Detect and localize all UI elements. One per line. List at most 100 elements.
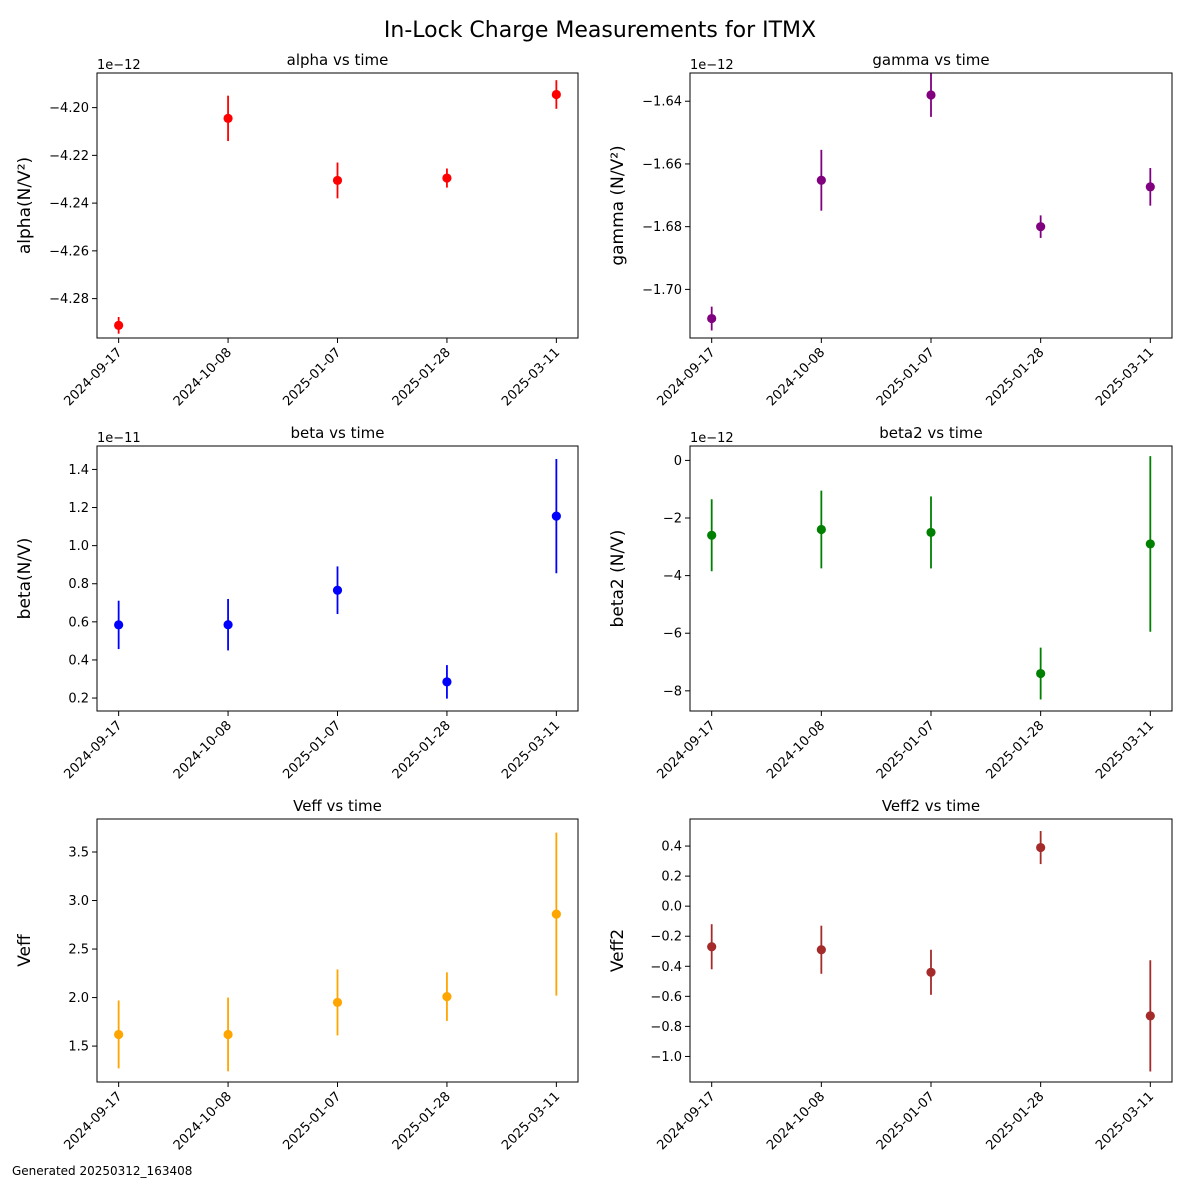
y-tick-label: −4.24 (49, 197, 89, 212)
x-tick-label: 2024-09-17 (654, 345, 718, 409)
data-point (707, 313, 717, 324)
data-point (551, 511, 561, 521)
data-point (1145, 539, 1155, 549)
x-tick-label: 2025-03-11 (499, 345, 563, 409)
data-point (1036, 668, 1046, 679)
x-tick-label: 2025-01-07 (280, 345, 344, 409)
x-tick-label: 2024-10-08 (764, 1089, 828, 1153)
y-tick-label: 0.4 (68, 653, 89, 668)
panel-title: alpha vs time (287, 51, 389, 69)
x-tick-label: 2024-10-08 (171, 718, 235, 782)
y-tick-label: 3.0 (68, 894, 89, 909)
y-offset-label: 1e−11 (97, 431, 141, 446)
y-tick-label: −1.70 (642, 283, 682, 298)
data-point (926, 527, 936, 538)
panel-title: Veff vs time (293, 797, 382, 815)
y-tick-label: −8 (663, 684, 682, 699)
y-tick-label: −6 (663, 627, 682, 642)
y-tick-label: −4.22 (49, 149, 89, 164)
x-tick-label: 2025-01-28 (390, 718, 454, 782)
data-point (332, 175, 343, 186)
data-point (816, 175, 826, 185)
x-tick-label: 2025-01-07 (280, 1089, 344, 1153)
generated-timestamp: Generated 20250312_163408 (12, 1164, 193, 1178)
y-axis-label: gamma (N/V²) (608, 145, 628, 265)
data-point (223, 1029, 233, 1040)
data-point (442, 677, 452, 687)
x-tick-label: 2024-10-08 (171, 1089, 235, 1153)
x-tick-label: 2024-09-17 (654, 718, 718, 782)
y-tick-label: −0.4 (650, 960, 682, 975)
y-tick-label: −4.28 (49, 292, 89, 307)
x-tick-label: 2025-03-11 (499, 718, 563, 782)
y-offset-label: 1e−12 (97, 58, 141, 73)
y-tick-label: 1.2 (68, 501, 89, 516)
x-tick-label: 2024-10-08 (171, 345, 235, 409)
y-tick-label: 1.5 (68, 1040, 89, 1055)
y-tick-label: 0.2 (68, 692, 89, 707)
data-point (816, 945, 826, 955)
data-point (442, 173, 452, 183)
data-point (1145, 1011, 1155, 1021)
axes-frame (96, 445, 579, 712)
y-tick-label: −1.0 (650, 1050, 682, 1065)
y-tick-label: −1.64 (642, 95, 682, 110)
figure-title: In-Lock Charge Measurements for ITMX (383, 18, 817, 43)
y-tick-label: 0.6 (68, 615, 89, 630)
y-offset-label: 1e−12 (690, 58, 734, 73)
y-tick-label: 0.8 (68, 577, 89, 592)
y-tick-label: −4.20 (49, 101, 89, 116)
x-tick-label: 2025-03-11 (499, 1089, 563, 1153)
panel-title: beta2 vs time (879, 424, 982, 442)
x-tick-label: 2025-01-07 (280, 718, 344, 782)
axes-frame (96, 818, 579, 1083)
x-tick-label: 2025-01-28 (390, 1089, 454, 1153)
y-tick-label: −1.66 (642, 157, 682, 172)
x-tick-label: 2025-01-07 (874, 1089, 938, 1153)
data-point (332, 997, 343, 1008)
y-tick-label: 0.4 (661, 840, 682, 855)
y-axis-label: beta(N/V) (15, 538, 35, 620)
x-tick-label: 2024-09-17 (654, 1089, 718, 1153)
y-tick-label: −4 (663, 569, 682, 584)
y-tick-label: 3.5 (68, 845, 89, 860)
y-tick-label: 2.0 (68, 991, 89, 1006)
data-point (1036, 222, 1046, 232)
y-tick-label: 0.0 (661, 900, 682, 915)
axes-frame (689, 818, 1173, 1083)
data-point (332, 585, 343, 595)
data-point (114, 320, 124, 330)
y-tick-label: −0.6 (650, 990, 682, 1005)
y-tick-label: −0.2 (650, 930, 682, 945)
data-point (707, 530, 717, 540)
x-tick-label: 2024-09-17 (61, 345, 125, 409)
x-tick-label: 2025-01-28 (983, 345, 1047, 409)
y-tick-label: −1.68 (642, 220, 682, 235)
y-tick-label: −2 (663, 512, 682, 527)
panel-title: beta vs time (291, 424, 385, 442)
x-tick-label: 2025-01-28 (390, 345, 454, 409)
axes-frame (96, 72, 579, 339)
panel-title: Veff2 vs time (882, 797, 980, 815)
y-tick-label: 1.4 (68, 463, 89, 478)
data-point (1145, 182, 1155, 192)
y-tick-label: 0 (674, 454, 682, 469)
panel-title: gamma vs time (872, 51, 989, 69)
x-tick-label: 2025-01-28 (983, 718, 1047, 782)
axes-frame (689, 445, 1173, 712)
x-tick-label: 2025-03-11 (1093, 1089, 1157, 1153)
data-point (816, 524, 826, 535)
y-tick-label: −4.26 (49, 244, 89, 259)
data-point (114, 1029, 124, 1040)
y-axis-label: Veff2 (608, 929, 628, 972)
x-tick-label: 2025-01-07 (874, 718, 938, 782)
data-point (926, 90, 936, 100)
data-point (551, 909, 561, 919)
x-tick-label: 2025-01-07 (874, 345, 938, 409)
x-tick-label: 2025-01-28 (983, 1089, 1047, 1153)
x-tick-label: 2024-09-17 (61, 718, 125, 782)
data-point (551, 89, 561, 100)
data-point (926, 967, 936, 977)
data-point (114, 620, 124, 630)
